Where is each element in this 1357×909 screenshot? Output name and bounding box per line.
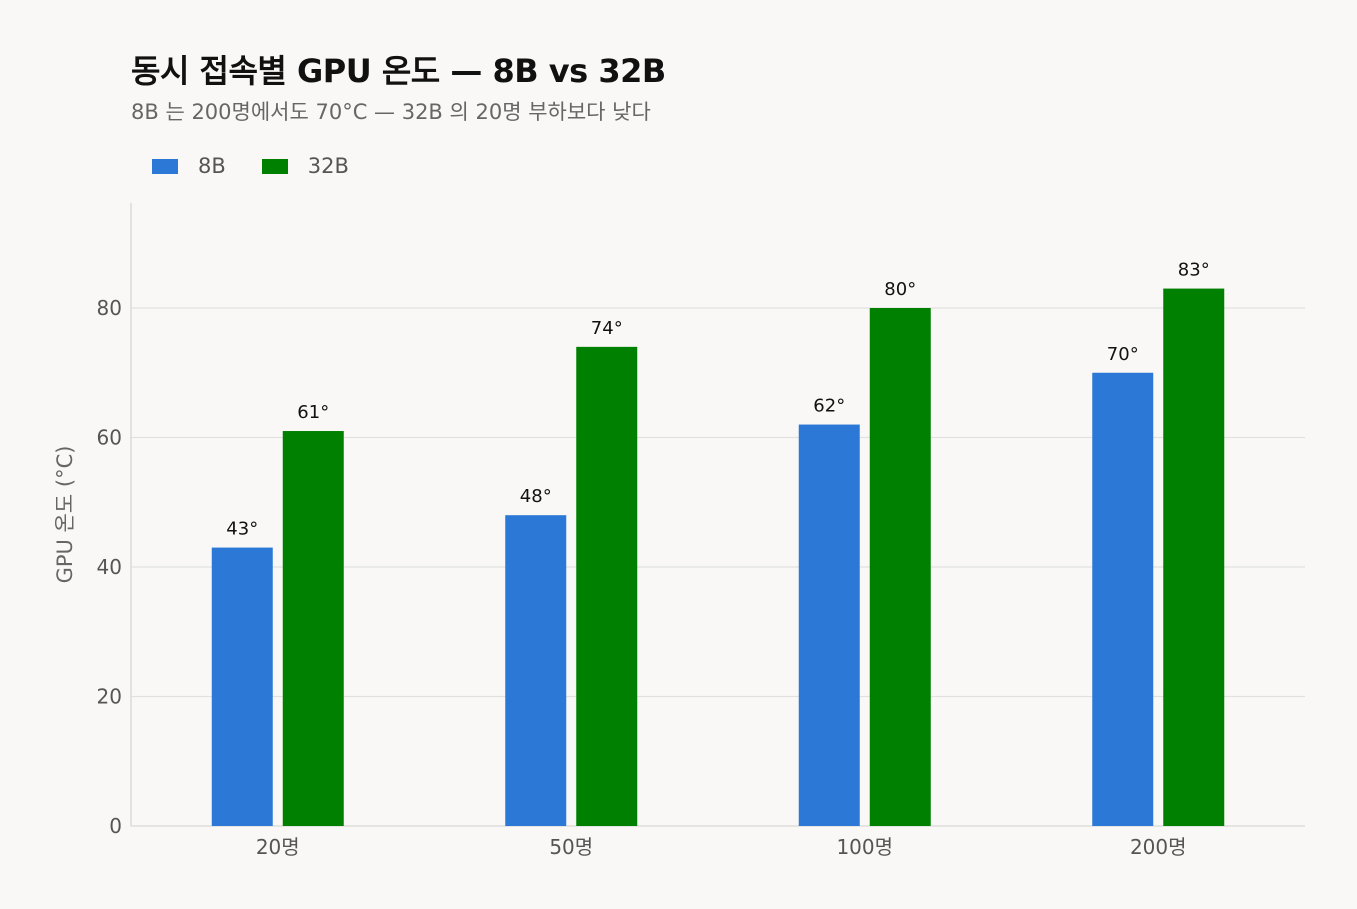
x-tick-labels: 20명 50명 100명 200명 [256, 835, 1187, 859]
bar-8b-1 [505, 515, 567, 826]
data-label: 74° [591, 318, 623, 339]
y-tick-label: 40 [97, 555, 122, 579]
chart-title: 동시 접속별 GPU 온도 — 8B vs 32B [131, 52, 666, 90]
bar-32b-2 [869, 308, 931, 826]
bar-32b-3 [1163, 288, 1225, 826]
y-tick-label: 60 [97, 426, 122, 450]
chart-subtitle: 8B 는 200명에서도 70°C — 32B 의 20명 부하보다 낮다 [131, 100, 651, 124]
x-tick-label: 100명 [836, 835, 893, 859]
legend-item-8b: 8B [152, 154, 226, 178]
legend: 8B 32B [152, 154, 385, 178]
data-label: 62° [813, 396, 845, 417]
legend-item-32b: 32B [261, 154, 349, 178]
legend-label-8b: 8B [198, 154, 226, 178]
bar-8b-2 [798, 424, 860, 826]
y-tick-label: 0 [109, 814, 122, 838]
data-label: 80° [884, 279, 916, 300]
data-labels: 43° 61° 48° 74° 62° 80° 70° 83° [226, 260, 1209, 540]
x-tick-label: 50명 [549, 835, 593, 859]
data-label: 43° [226, 519, 258, 540]
x-tick-label: 20명 [256, 835, 300, 859]
legend-swatch-8b [152, 158, 178, 174]
data-label: 70° [1107, 344, 1139, 365]
bar-32b-0 [282, 431, 344, 826]
legend-label-32b: 32B [307, 154, 349, 178]
y-tick-label: 20 [97, 685, 122, 709]
y-tick-labels: 0 20 40 60 80 [97, 296, 122, 838]
data-label: 83° [1178, 260, 1210, 281]
legend-swatch-32b [261, 158, 288, 174]
bar-32b-1 [576, 346, 638, 826]
bar-8b-3 [1092, 372, 1154, 826]
y-tick-label: 80 [97, 296, 122, 320]
data-label: 48° [520, 486, 552, 507]
x-tick-label: 200명 [1130, 835, 1187, 859]
y-axis-title: GPU 온도 (°C) [53, 446, 77, 584]
bar-8b-0 [211, 547, 273, 826]
data-label: 61° [297, 402, 329, 423]
bars [211, 288, 1225, 826]
